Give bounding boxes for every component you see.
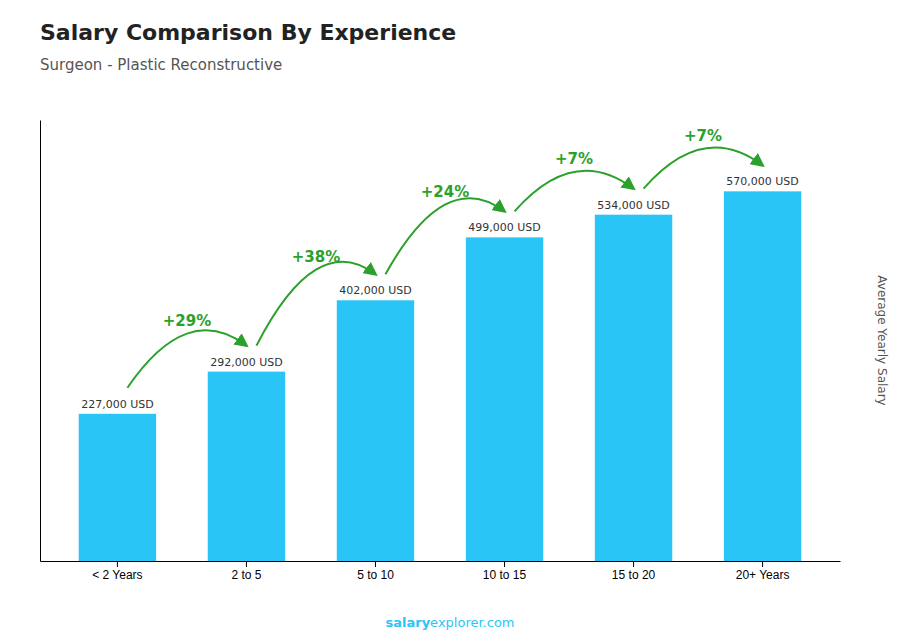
annotation: +24%: [421, 183, 469, 201]
change-arrow: [127, 330, 246, 387]
x-axis-line: [41, 561, 841, 562]
x-tick: < 2 Years: [92, 561, 142, 582]
change-arrow: [385, 198, 504, 274]
change-arrow: [256, 262, 375, 346]
change-arrow: [515, 171, 634, 212]
y-axis-line: [40, 121, 41, 562]
x-tick-label: 5 to 10: [357, 568, 394, 582]
change-arrow: [644, 147, 763, 188]
x-tick-mark: [633, 561, 634, 567]
data-label: 499,000 USD: [468, 221, 541, 234]
x-tick-label: 10 to 15: [483, 568, 527, 582]
x-tick: 20+ Years: [736, 561, 790, 582]
data-label: 292,000 USD: [210, 356, 283, 369]
x-tick-mark: [246, 561, 247, 567]
footer: salaryexplorer.com: [385, 615, 514, 630]
x-axis: < 2 Years 2 to 5 5 to 10 10 to 15 15 to 20 20…: [41, 561, 841, 582]
title: Salary Comparison By Experience: [40, 20, 456, 45]
annotation: +38%: [292, 248, 340, 266]
bar: [466, 237, 543, 561]
bar: [337, 300, 414, 561]
data-label: 534,000 USD: [597, 199, 670, 212]
bar: [724, 191, 801, 561]
data-label: 227,000 USD: [81, 398, 154, 411]
y-axis: [40, 121, 41, 562]
x-tick: 5 to 10: [357, 561, 394, 582]
footer-part: explorer.com: [430, 615, 514, 630]
x-tick: 10 to 15: [483, 561, 527, 582]
annotations: +29% +38% +24% +7% +7%: [127, 127, 762, 388]
x-tick-mark: [117, 561, 118, 567]
x-tick-mark: [762, 561, 763, 567]
x-tick-mark: [375, 561, 376, 567]
annotation: +29%: [163, 312, 211, 330]
bar: [79, 414, 156, 561]
x-tick-label: < 2 Years: [92, 568, 142, 582]
annotation: +7%: [555, 150, 593, 168]
data-label: 402,000 USD: [339, 284, 412, 297]
x-tick-label: 2 to 5: [231, 568, 261, 582]
chart: Salary Comparison By Experience Surgeon -…: [0, 0, 900, 641]
footer-part: salary: [385, 615, 430, 630]
data-labels: 227,000 USD 292,000 USD 402,000 USD 499,000…: [81, 175, 799, 410]
data-label: 570,000 USD: [726, 175, 799, 188]
x-tick: 15 to 20: [612, 561, 656, 582]
x-tick-label: 20+ Years: [736, 568, 790, 582]
bars: [79, 191, 802, 561]
bar: [208, 372, 285, 561]
x-tick: 2 to 5: [231, 561, 261, 582]
y-axis-title: Average Yearly Salary: [875, 275, 889, 405]
x-tick-mark: [504, 561, 505, 567]
bar: [595, 215, 672, 561]
subtitle: Surgeon - Plastic Reconstructive: [40, 56, 282, 74]
x-tick-label: 15 to 20: [612, 568, 656, 582]
annotation: +7%: [684, 127, 722, 145]
